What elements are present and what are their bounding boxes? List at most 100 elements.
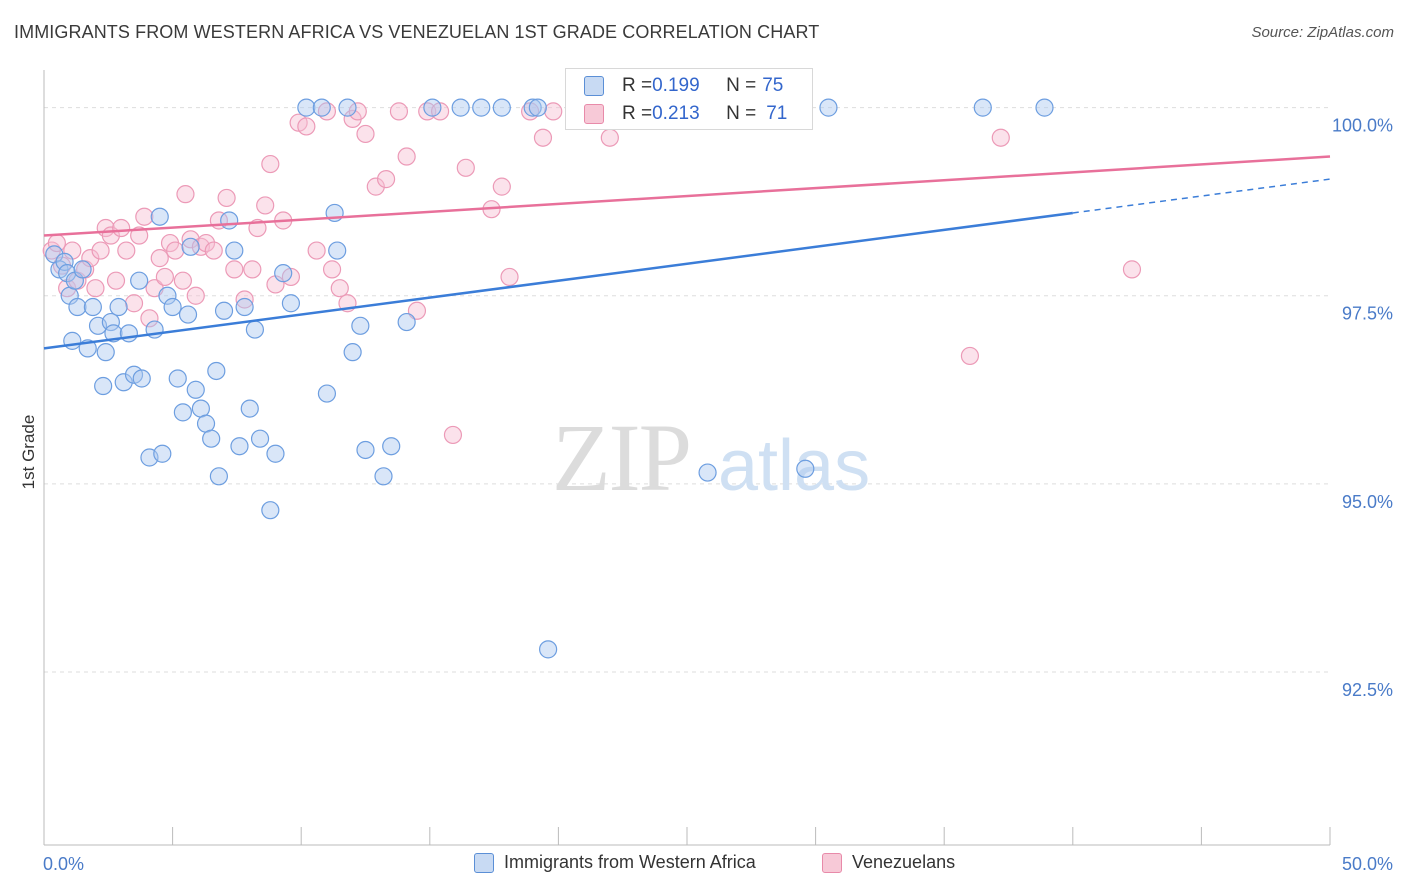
point-venezuelans	[176, 185, 195, 204]
point-western-africa	[261, 501, 280, 520]
legend-label-venezuelans: Venezuelans	[852, 852, 956, 872]
point-venezuelans	[204, 241, 223, 260]
point-western-africa	[245, 320, 265, 339]
point-western-africa	[250, 429, 270, 448]
point-western-africa	[328, 241, 347, 260]
point-venezuelans	[186, 286, 205, 305]
point-venezuelans	[443, 425, 463, 445]
legend-swatch-blue	[474, 852, 494, 873]
y-axis-label: 1st Grade	[19, 415, 38, 490]
point-western-africa	[109, 297, 128, 317]
chart-source: Source: ZipAtlas.com	[1251, 24, 1394, 41]
point-western-africa	[191, 399, 210, 418]
watermark-zip: ZIP	[552, 404, 690, 511]
point-western-africa	[451, 98, 470, 117]
point-western-africa	[202, 429, 221, 448]
point-venezuelans	[500, 267, 519, 287]
point-venezuelans	[356, 124, 375, 144]
point-western-africa	[163, 297, 182, 317]
point-western-africa	[351, 316, 370, 335]
stats-n-value-blue: 75	[762, 75, 784, 96]
point-western-africa	[528, 98, 547, 117]
gridlines	[44, 107, 1330, 673]
point-western-africa	[196, 414, 216, 433]
point-venezuelans	[600, 128, 619, 147]
stats-r-value-blue: 0.199	[652, 75, 700, 96]
trendline-western-africa-extension	[1072, 178, 1331, 214]
stats-n-value-pink: 71	[766, 103, 788, 124]
point-venezuelans	[397, 147, 416, 166]
point-venezuelans	[135, 207, 154, 226]
point-western-africa	[68, 297, 87, 317]
point-venezuelans	[106, 271, 126, 290]
point-venezuelans	[217, 188, 236, 208]
point-western-africa	[1035, 98, 1054, 117]
point-venezuelans	[150, 249, 169, 268]
point-venezuelans	[181, 230, 200, 249]
point-western-africa	[150, 207, 169, 226]
point-venezuelans	[492, 177, 511, 196]
point-venezuelans	[407, 301, 427, 320]
stats-row-pink: R = 0.213 N = 71	[584, 100, 788, 128]
point-venezuelans	[366, 177, 385, 196]
watermark: ZIP atlas	[552, 404, 870, 511]
point-western-africa	[130, 271, 149, 290]
point-venezuelans	[991, 128, 1010, 147]
point-western-africa	[119, 324, 138, 343]
point-western-africa	[132, 369, 151, 388]
stats-row-blue: R = 0.199 N = 75	[584, 72, 784, 100]
point-western-africa	[281, 294, 301, 313]
point-western-africa	[94, 376, 113, 396]
point-western-africa	[423, 98, 442, 117]
point-venezuelans	[256, 196, 275, 215]
point-venezuelans	[112, 218, 131, 238]
point-western-africa	[698, 463, 717, 482]
point-venezuelans	[140, 309, 159, 328]
point-venezuelans	[130, 226, 149, 245]
x-tick-labels: 0.0% 50.0%	[43, 854, 1393, 874]
point-western-africa	[397, 312, 416, 332]
point-venezuelans	[117, 241, 136, 260]
y-tick-label: 95.0%	[1342, 492, 1393, 512]
legend-item-venezuelans[interactable]: Venezuelans	[822, 852, 955, 873]
point-western-africa	[168, 369, 187, 388]
point-western-africa	[472, 98, 491, 117]
point-venezuelans	[243, 260, 262, 279]
point-western-africa	[83, 297, 102, 317]
y-tick-labels: 92.5% 95.0% 97.5% 100.0%	[1332, 116, 1393, 700]
point-venezuelans	[297, 117, 316, 136]
point-western-africa	[312, 98, 331, 117]
point-western-africa	[153, 444, 172, 463]
point-western-africa	[796, 459, 815, 478]
stats-legend: R = 0.199 N = 75 R = 0.213 N = 71	[565, 68, 813, 130]
series-pink-points	[42, 102, 1142, 445]
point-western-africa	[230, 437, 249, 456]
point-western-africa	[181, 237, 200, 256]
trendlines	[43, 155, 1331, 350]
series-blue-points	[45, 98, 1054, 659]
point-western-africa	[973, 98, 992, 117]
point-western-africa	[374, 467, 393, 486]
legend-item-western-africa[interactable]: Immigrants from Western Africa	[474, 852, 756, 873]
watermark-atlas: atlas	[718, 426, 870, 506]
point-western-africa	[266, 444, 285, 463]
stats-n-label-blue: N =	[726, 75, 757, 96]
point-western-africa	[158, 286, 177, 305]
point-western-africa	[317, 384, 337, 403]
stats-r-label-blue: R =	[622, 75, 653, 96]
x-tick-label: 0.0%	[43, 854, 84, 874]
point-western-africa	[235, 297, 254, 317]
stats-swatch-blue	[584, 76, 604, 96]
point-venezuelans	[225, 260, 244, 279]
legend-swatch-pink	[822, 852, 842, 873]
point-western-africa	[178, 305, 198, 324]
point-venezuelans	[235, 290, 254, 309]
chart-title: IMMIGRANTS FROM WESTERN AFRICA VS VENEZU…	[14, 22, 820, 42]
y-tick-label: 97.5%	[1342, 304, 1393, 324]
point-western-africa	[220, 211, 239, 230]
point-venezuelans	[960, 346, 980, 366]
point-venezuelans	[173, 271, 192, 290]
trendline-venezuelans	[43, 155, 1331, 237]
point-western-africa	[214, 301, 234, 320]
